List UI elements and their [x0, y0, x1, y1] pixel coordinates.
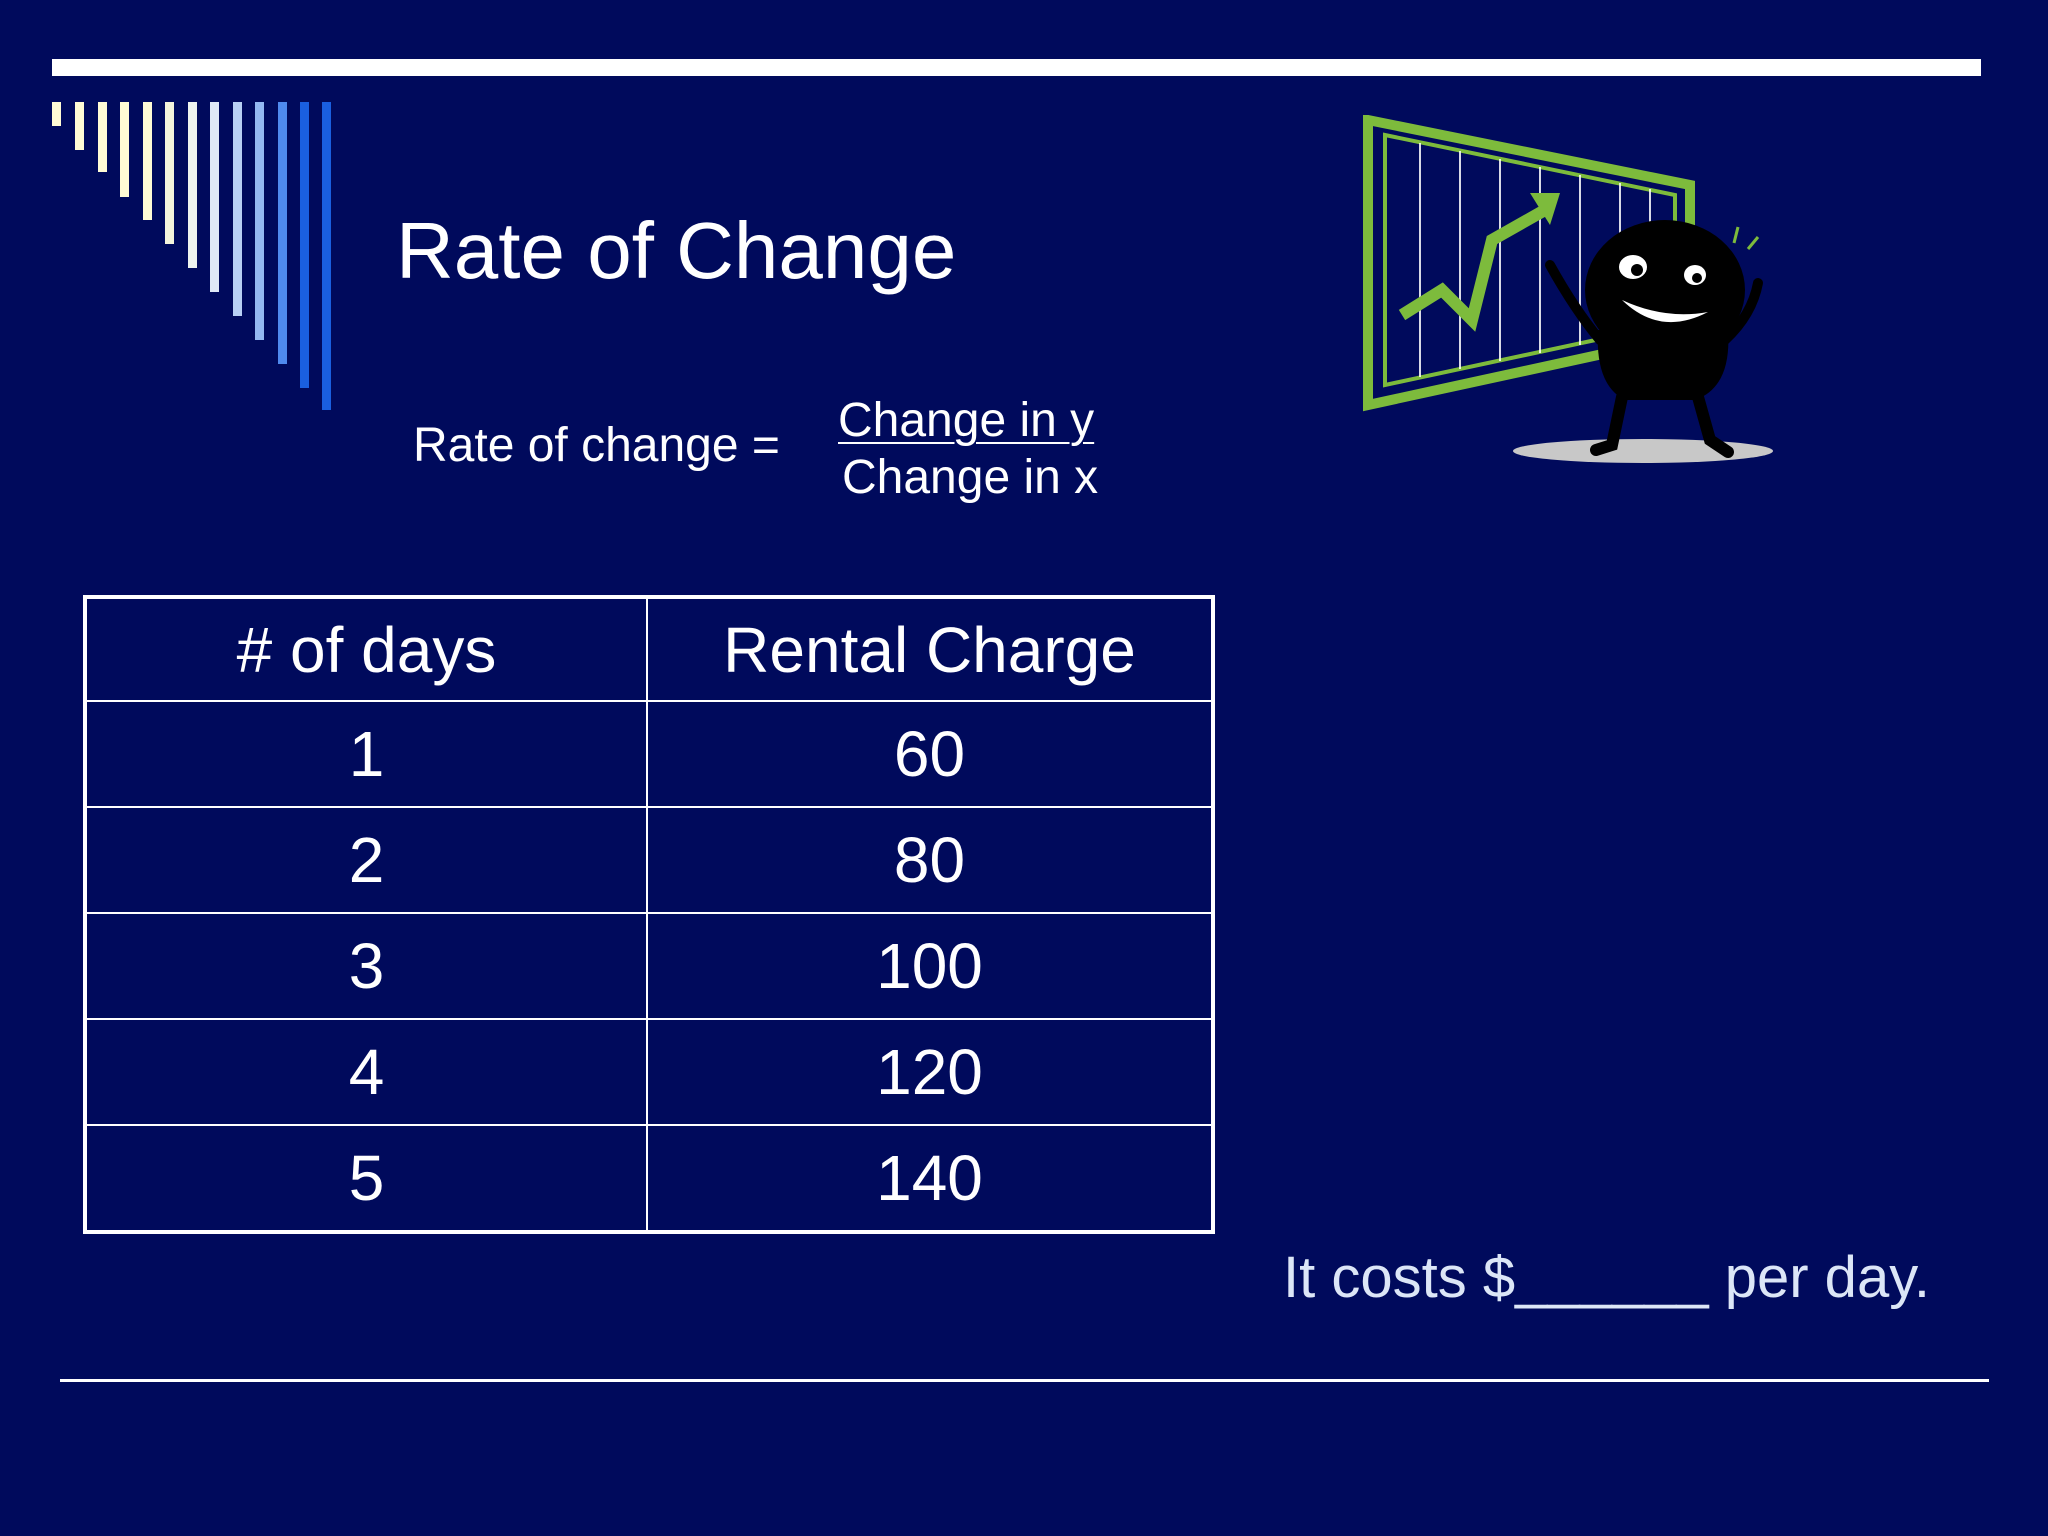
top-divider — [52, 59, 1981, 76]
table-header-row: # of days Rental Charge — [84, 596, 1214, 702]
rate-formula: Rate of change = Change in y Change in x — [413, 393, 1133, 523]
days-cell: 1 — [84, 700, 648, 808]
days-cell: 4 — [84, 1018, 648, 1126]
slide-title: Rate of Change — [396, 206, 957, 295]
table-row: 1 60 — [84, 700, 1214, 808]
days-cell: 3 — [84, 912, 648, 1020]
bottom-divider — [60, 1379, 1989, 1382]
formula-numerator: Change in y — [838, 394, 1095, 447]
charge-cell: 100 — [646, 912, 1214, 1020]
charge-cell: 80 — [646, 806, 1214, 914]
formula-denominator: Change in x — [842, 451, 1099, 504]
table-header-charge: Rental Charge — [646, 596, 1214, 702]
charge-cell: 140 — [646, 1124, 1214, 1233]
rental-table: # of days Rental Charge 1 60 2 80 3 100 … — [83, 595, 1215, 1234]
days-cell: 2 — [84, 806, 648, 914]
charge-cell: 60 — [646, 700, 1214, 808]
cartoon-presenter-with-rising-chart-icon — [1363, 115, 1773, 463]
formula-label: Rate of change = — [413, 419, 780, 472]
table-row: 4 120 — [84, 1018, 1214, 1126]
cost-per-day-caption: It costs $______ per day. — [1283, 1245, 1931, 1310]
table-row: 3 100 — [84, 912, 1214, 1020]
formula-fraction: Change in y Change in x — [838, 393, 1128, 507]
charge-cell: 120 — [646, 1018, 1214, 1126]
days-cell: 5 — [84, 1124, 648, 1233]
table-header-days: # of days — [84, 596, 648, 702]
table-row: 5 140 — [84, 1124, 1214, 1233]
decorative-stripes — [52, 102, 331, 410]
table-row: 2 80 — [84, 806, 1214, 914]
